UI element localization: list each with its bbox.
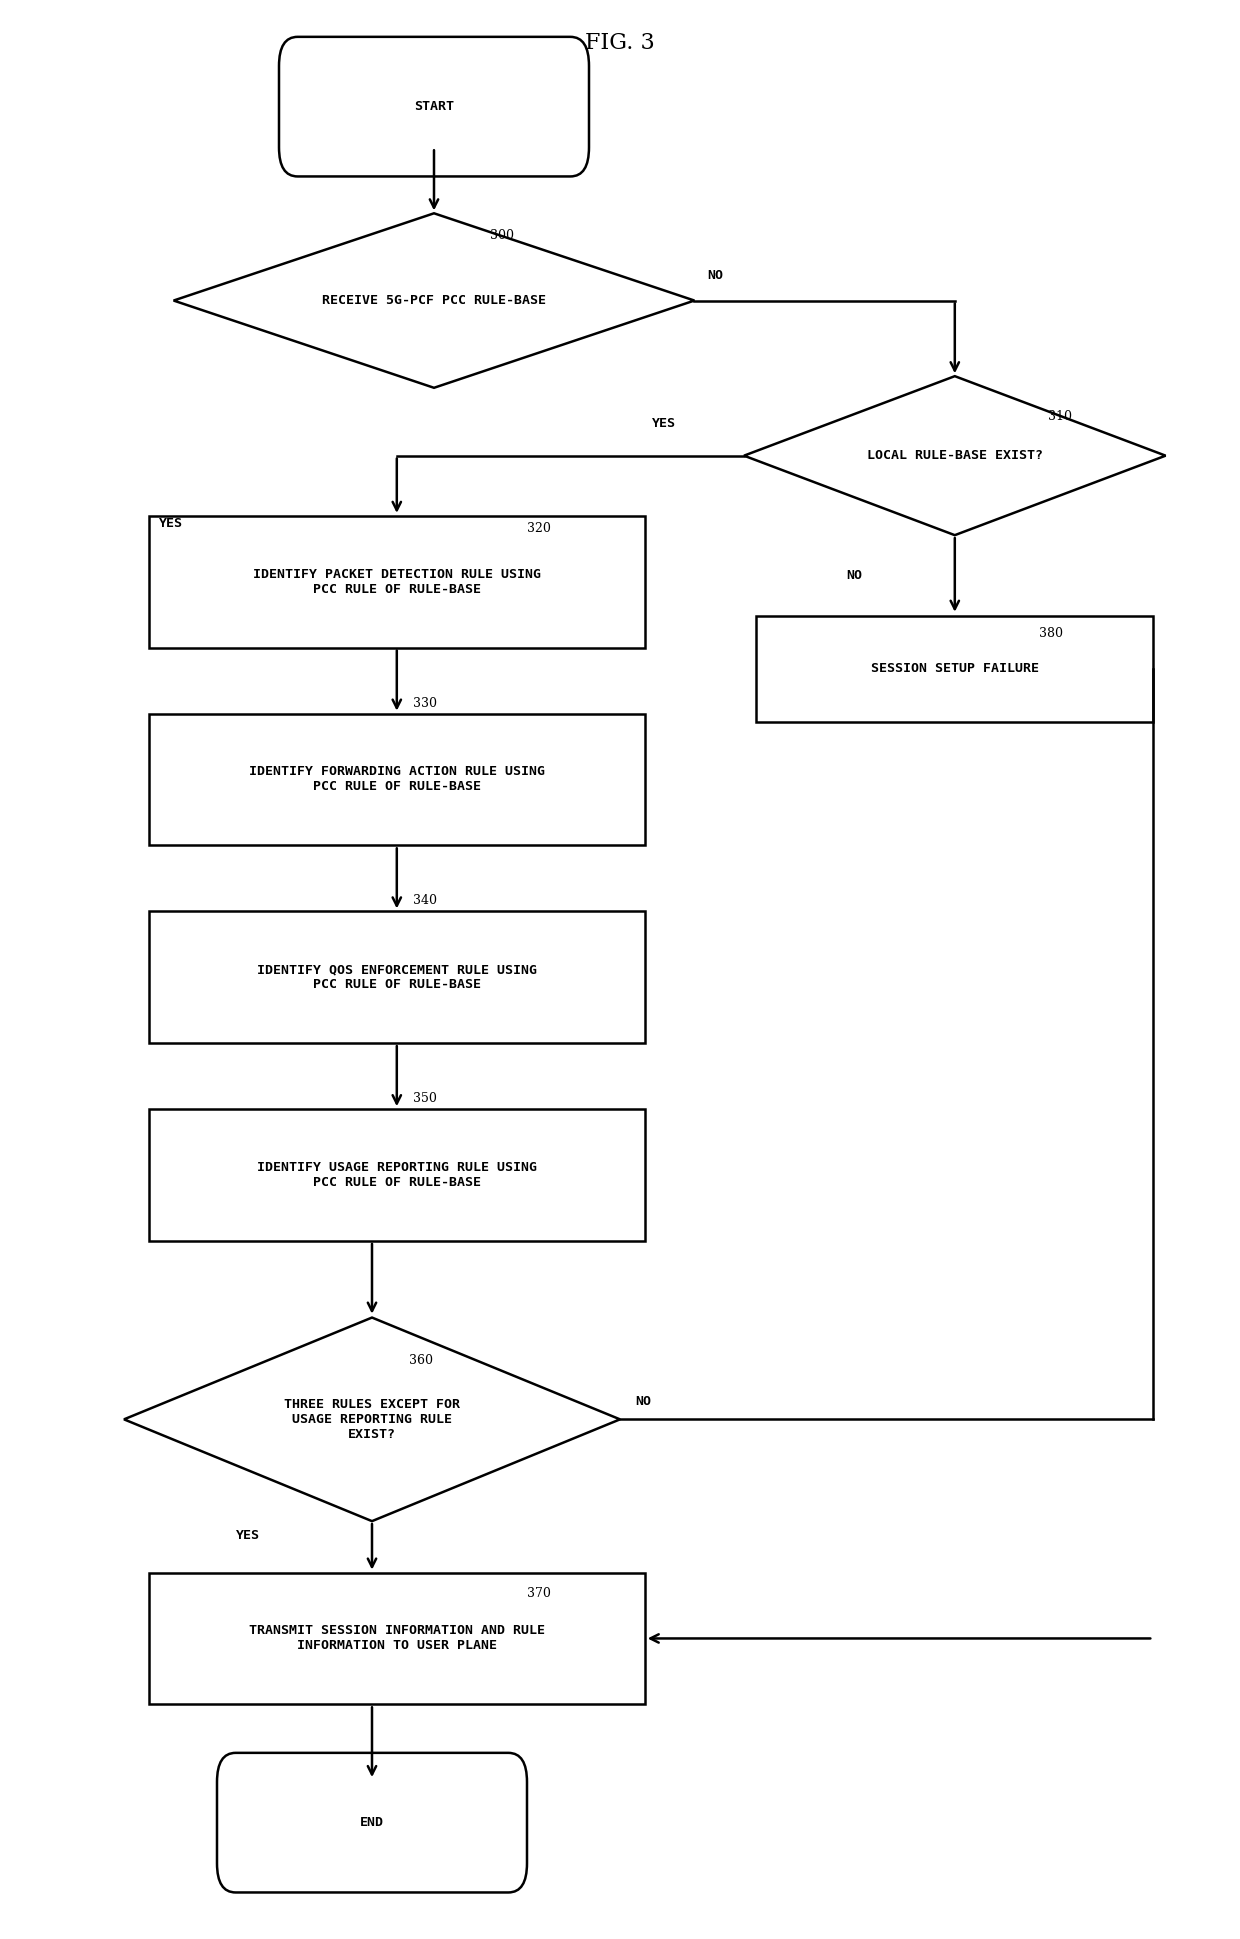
Text: IDENTIFY FORWARDING ACTION RULE USING
PCC RULE OF RULE-BASE: IDENTIFY FORWARDING ACTION RULE USING PC…: [249, 766, 544, 793]
Text: 300: 300: [490, 229, 513, 242]
Text: YES: YES: [652, 417, 676, 430]
FancyBboxPatch shape: [279, 37, 589, 176]
Text: START: START: [414, 101, 454, 112]
Text: 360: 360: [409, 1353, 433, 1367]
Polygon shape: [124, 1319, 620, 1520]
Polygon shape: [174, 213, 694, 388]
Bar: [149, 1109, 645, 1241]
Text: IDENTIFY PACKET DETECTION RULE USING
PCC RULE OF RULE-BASE: IDENTIFY PACKET DETECTION RULE USING PCC…: [253, 568, 541, 595]
Bar: [149, 911, 645, 1043]
Text: YES: YES: [237, 1530, 260, 1542]
Bar: [149, 516, 645, 648]
Text: END: END: [360, 1817, 384, 1828]
Text: 350: 350: [413, 1092, 436, 1105]
Text: 340: 340: [413, 894, 436, 907]
Text: LOCAL RULE-BASE EXIST?: LOCAL RULE-BASE EXIST?: [867, 450, 1043, 461]
Text: NO: NO: [635, 1396, 651, 1408]
FancyBboxPatch shape: [217, 1753, 527, 1892]
Text: FIG. 3: FIG. 3: [585, 31, 655, 54]
Text: 330: 330: [413, 696, 436, 710]
Text: NO: NO: [846, 570, 862, 582]
Text: IDENTIFY QOS ENFORCEMENT RULE USING
PCC RULE OF RULE-BASE: IDENTIFY QOS ENFORCEMENT RULE USING PCC …: [257, 964, 537, 991]
Text: TRANSMIT SESSION INFORMATION AND RULE
INFORMATION TO USER PLANE: TRANSMIT SESSION INFORMATION AND RULE IN…: [249, 1625, 544, 1652]
Text: NO: NO: [707, 270, 723, 281]
Text: 370: 370: [527, 1586, 551, 1600]
Text: SESSION SETUP FAILURE: SESSION SETUP FAILURE: [870, 663, 1039, 675]
Text: YES: YES: [159, 518, 182, 529]
Text: THREE RULES EXCEPT FOR
USAGE REPORTING RULE
EXIST?: THREE RULES EXCEPT FOR USAGE REPORTING R…: [284, 1398, 460, 1441]
Text: RECEIVE 5G-PCF PCC RULE-BASE: RECEIVE 5G-PCF PCC RULE-BASE: [322, 295, 546, 306]
Text: 380: 380: [1039, 626, 1063, 640]
Bar: [149, 1573, 645, 1704]
Text: IDENTIFY USAGE REPORTING RULE USING
PCC RULE OF RULE-BASE: IDENTIFY USAGE REPORTING RULE USING PCC …: [257, 1161, 537, 1189]
Bar: [756, 615, 1153, 721]
Polygon shape: [744, 376, 1166, 535]
Text: 320: 320: [527, 522, 551, 535]
Text: 310: 310: [1048, 409, 1071, 423]
Bar: [149, 714, 645, 845]
